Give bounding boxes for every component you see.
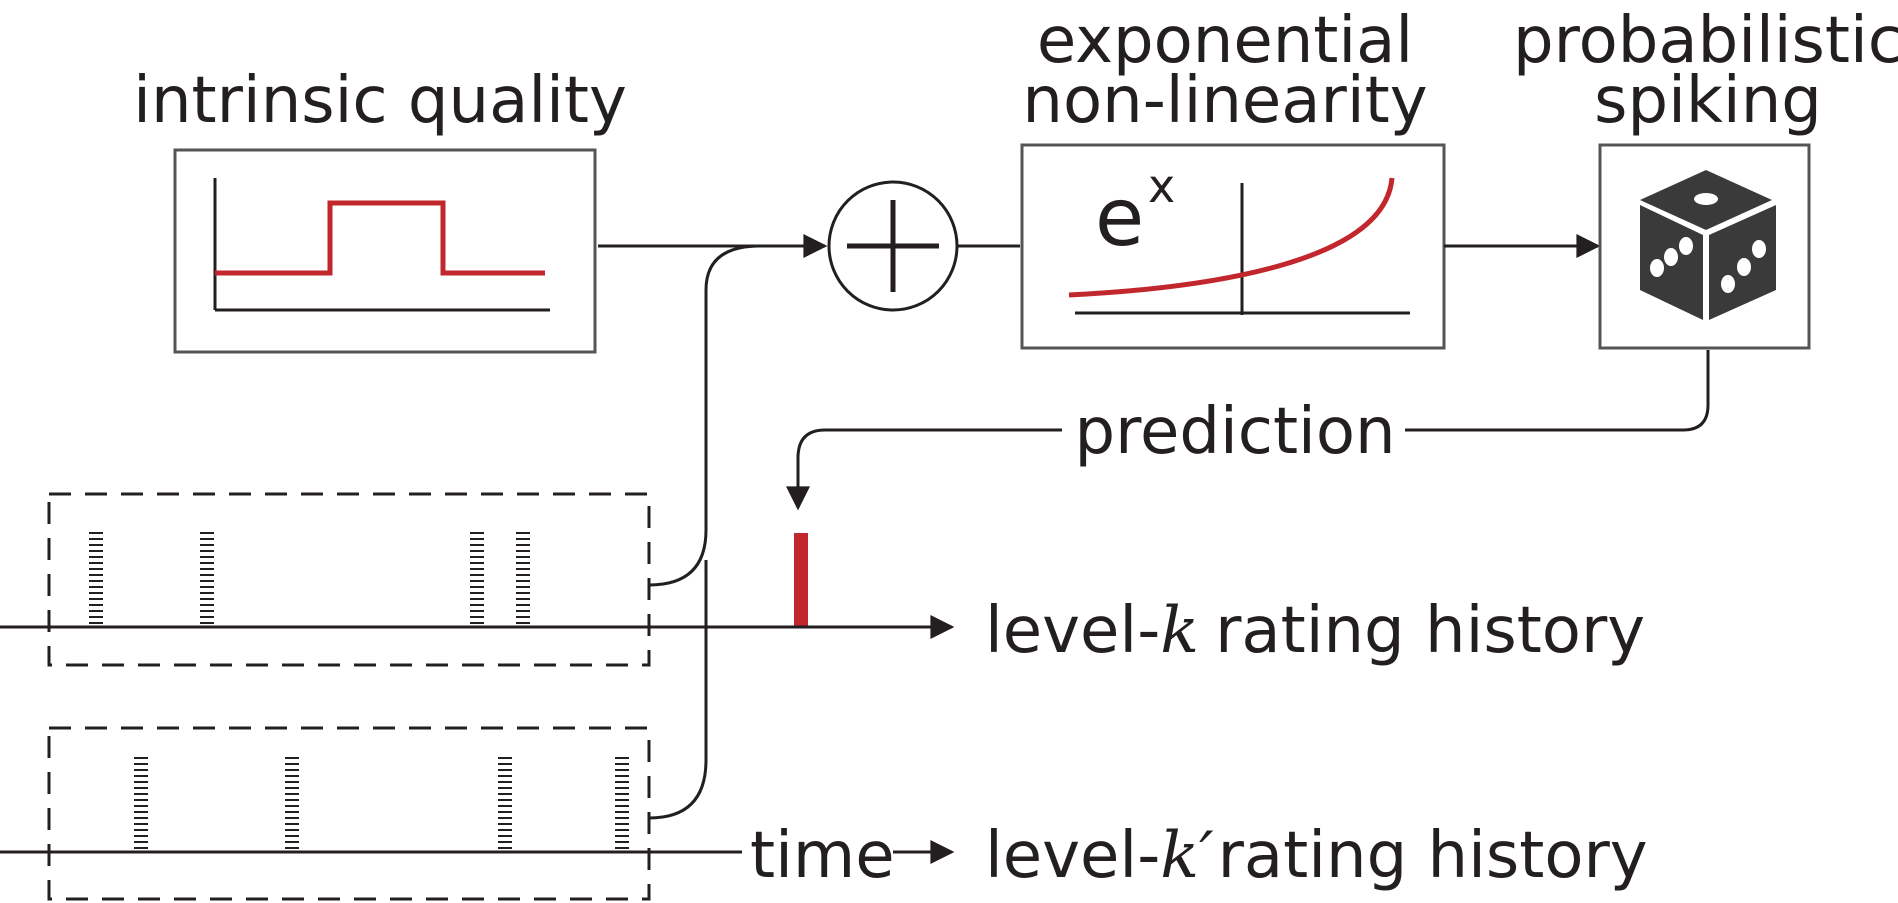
exp-title-line1: exponential (1037, 4, 1413, 78)
level-k-spike-train (89, 532, 530, 625)
exp-curve (1068, 177, 1395, 298)
predicted-spike (794, 533, 808, 627)
probabilistic-spiking-box (1598, 143, 1811, 350)
level-k-prime-history-label: level-k′rating history (985, 819, 1648, 893)
plus-circle-icon (827, 180, 959, 312)
level-k-history-window (47, 492, 651, 667)
exp-formula-base: e (1095, 171, 1144, 264)
intrinsic-quality-title: intrinsic quality (133, 64, 627, 138)
history-k-prime-feed-line (648, 560, 708, 820)
spiking-title-line2: spiking (1594, 64, 1822, 138)
intrinsic-quality-box (173, 148, 597, 354)
level-k-prime-history-window (47, 726, 651, 901)
spiking-title-line1: probabilistic (1513, 4, 1898, 78)
time-label: time (750, 819, 895, 893)
level-k-history-label: level-k rating history (985, 594, 1645, 668)
quality-step-curve (215, 200, 545, 276)
level-k-prime-spike-train (134, 757, 629, 850)
dice-icon (1640, 170, 1776, 320)
exp-nonlinearity-box: e x (1020, 143, 1446, 350)
history-k-feed-line (648, 244, 761, 587)
prediction-label: prediction (1074, 395, 1395, 469)
prediction-path-left (786, 428, 1062, 511)
exp-title-line2: non-linearity (1022, 64, 1427, 138)
exp-formula-power: x (1148, 159, 1175, 213)
prediction-path-right (1405, 350, 1710, 432)
